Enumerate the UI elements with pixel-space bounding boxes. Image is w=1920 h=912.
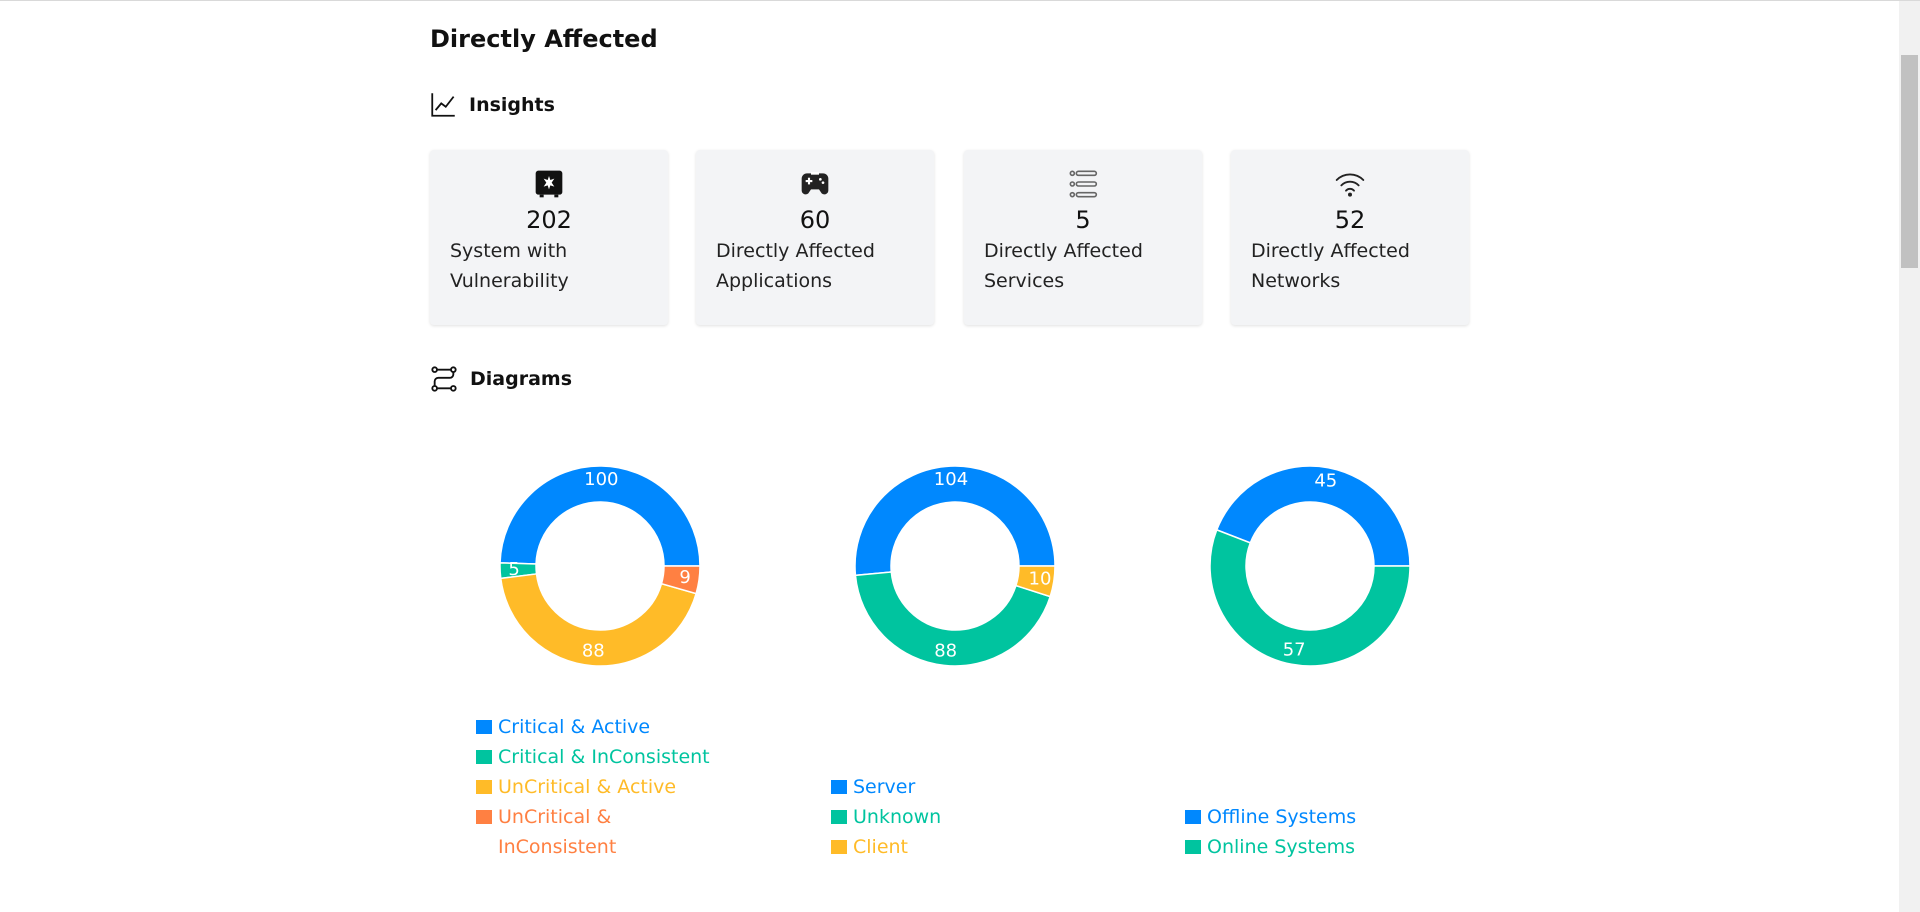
scrollbar[interactable] [1899, 1, 1920, 912]
card-value: 202 [526, 206, 572, 234]
legend-label[interactable]: Server [853, 776, 916, 798]
slice-label: 9 [679, 567, 690, 588]
card-value: 5 [1075, 206, 1091, 234]
donut-slice [499, 573, 698, 667]
legend-label[interactable]: Online Systems [1207, 836, 1356, 858]
diagrams-title: Diagrams [470, 368, 573, 390]
scrollbar-thumb[interactable] [1901, 55, 1918, 268]
insight-card: 202 System with Vulnerability [430, 150, 668, 325]
insights-header: Insights [430, 91, 555, 118]
slice-label: 5 [508, 559, 519, 580]
donut-slice [854, 571, 1052, 667]
legend-item[interactable]: Critical & InConsistent [476, 742, 713, 772]
legend: Server Unknown Client [831, 772, 941, 862]
legend-item[interactable]: Unknown [831, 802, 941, 832]
legend-item[interactable]: Online Systems [1185, 832, 1356, 862]
slice-label: 100 [584, 469, 618, 490]
legend-item[interactable]: UnCritical & Active [476, 772, 713, 802]
legend-swatch [476, 810, 492, 824]
legend-label[interactable]: Critical & InConsistent [498, 746, 710, 768]
slice-label: 88 [582, 641, 605, 662]
donut-slice [854, 465, 1056, 577]
legend-label[interactable]: UnCritical & InConsistent [498, 806, 617, 858]
donut-slice [1215, 465, 1411, 567]
card-label: Directly Affected Services [984, 240, 1143, 292]
card-icon [535, 170, 563, 198]
donut-slice [1014, 565, 1056, 598]
donut-charts: 100 5 88 9 104 88 10 45 57 [499, 465, 1411, 667]
legend-label[interactable]: Critical & Active [498, 716, 651, 738]
card-value: 60 [799, 206, 831, 234]
card-icon [1335, 173, 1365, 197]
insight-card: 52 Directly Affected Networks [1231, 150, 1469, 325]
legend-item[interactable]: Offline Systems [1185, 802, 1356, 832]
slice-label: 88 [934, 640, 957, 661]
diagrams-icon [431, 366, 457, 392]
insights-title: Insights [469, 93, 555, 116]
legend-label[interactable]: Offline Systems [1207, 806, 1357, 828]
legend-item[interactable]: Critical & Active [476, 712, 713, 742]
card-label: System with Vulnerability [450, 240, 569, 292]
legend-item[interactable]: Server [831, 772, 941, 802]
card-icon [1069, 170, 1098, 198]
diagrams-header: Diagrams [430, 365, 572, 393]
legend-label[interactable]: Client [853, 836, 909, 858]
slice-label: 104 [934, 469, 968, 490]
donut-slice [499, 465, 701, 567]
insight-card: 5 Directly Affected Services [964, 150, 1202, 325]
legend-swatch [476, 720, 492, 734]
legend: Offline Systems Online Systems [1185, 802, 1356, 862]
legend-swatch [476, 780, 492, 794]
legend-swatch [1185, 810, 1201, 824]
legend-swatch [831, 810, 847, 824]
insights-icon [431, 93, 455, 117]
legend-swatch [831, 840, 847, 854]
card-label: Directly Affected Applications [716, 240, 875, 292]
legend-swatch [1185, 840, 1201, 854]
slice-label: 45 [1314, 470, 1337, 491]
donut-slice [660, 565, 701, 595]
legend-swatch [476, 750, 492, 764]
legend-label[interactable]: Unknown [853, 806, 942, 828]
legend-swatch [831, 780, 847, 794]
card-label: Directly Affected Networks [1251, 240, 1410, 292]
card-value: 52 [1334, 206, 1366, 234]
legend-item[interactable]: Client [831, 832, 941, 862]
donut-slice [1209, 528, 1411, 667]
card-icon [801, 172, 829, 195]
legend: Critical & Active Critical & InConsistent… [476, 712, 713, 862]
legend-item[interactable]: UnCritical & InConsistent [476, 802, 713, 862]
insight-card: 60 Directly Affected Applications [696, 150, 934, 325]
page-title: Directly Affected [430, 25, 658, 53]
slice-label: 57 [1283, 640, 1306, 661]
slice-label: 10 [1029, 568, 1052, 589]
legend-label[interactable]: UnCritical & Active [498, 776, 677, 798]
